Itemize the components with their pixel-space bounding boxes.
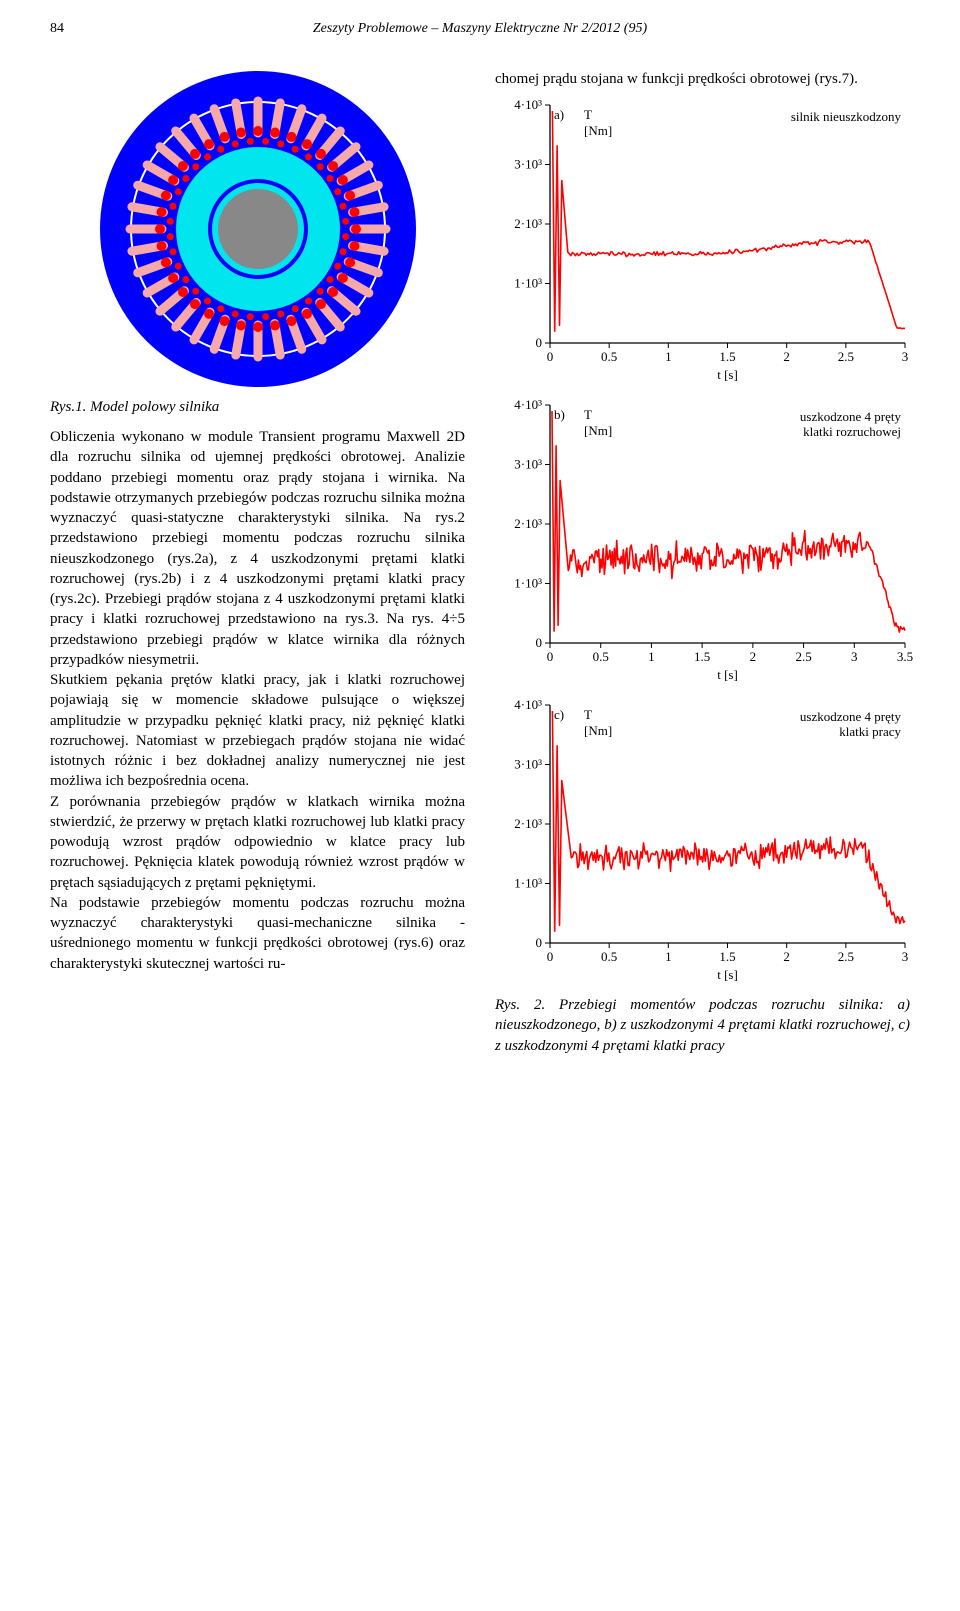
svg-text:4·10³: 4·10³ [514,97,542,112]
svg-text:0.5: 0.5 [601,949,617,964]
svg-text:c): c) [554,707,564,722]
svg-text:[Nm]: [Nm] [584,123,612,138]
svg-text:T: T [584,707,592,722]
svg-text:silnik nieuszkodzony: silnik nieuszkodzony [791,109,902,124]
svg-text:T: T [584,107,592,122]
svg-text:2: 2 [750,649,757,664]
svg-text:2·10³: 2·10³ [514,216,542,231]
right-intro-text: chomej prądu stojana w funkcji prędkości… [495,69,910,89]
two-column-layout: Rys.1. Model polowy silnika Obliczenia w… [50,69,910,1056]
svg-text:0.5: 0.5 [593,649,609,664]
left-column: Rys.1. Model polowy silnika Obliczenia w… [50,69,465,1056]
svg-text:0.5: 0.5 [601,349,617,364]
svg-text:0: 0 [547,949,554,964]
svg-text:1·10³: 1·10³ [514,576,542,591]
torque-chart-a: 0 0.5 1 1.5 2 2.5 3 0 1·10³ 2·10³ 3·10³ 4·10³ t [s] a… [495,95,910,385]
figure1-caption: Rys.1. Model polowy silnika [50,397,465,417]
svg-text:t [s]: t [s] [717,667,738,682]
svg-text:T: T [584,407,592,422]
paragraph: Obliczenia wykonano w module Transient p… [50,427,465,670]
svg-text:0: 0 [536,635,543,650]
page-number: 84 [50,20,90,39]
svg-text:3: 3 [902,949,909,964]
svg-text:3·10³: 3·10³ [514,457,542,472]
svg-text:2.5: 2.5 [838,349,854,364]
svg-text:3: 3 [902,349,909,364]
svg-text:2.5: 2.5 [795,649,811,664]
paragraph: Skutkiem pękania prętów klatki pracy, ja… [50,670,465,792]
svg-text:2.5: 2.5 [838,949,854,964]
svg-text:0: 0 [547,649,554,664]
svg-text:1.5: 1.5 [694,649,710,664]
svg-text:3·10³: 3·10³ [514,757,542,772]
svg-text:2: 2 [783,349,790,364]
torque-chart-c: 0 0.5 1 1.5 2 2.5 3 0 1·10³ 2·10³ 3·10³ 4·10³ t [s] c… [495,695,910,985]
svg-text:uszkodzone 4 pręty: uszkodzone 4 pręty [800,709,902,724]
svg-text:klatki pracy: klatki pracy [839,724,901,739]
page-header: 84 Zeszyty Problemowe – Maszyny Elektryc… [50,20,910,39]
torque-chart-b: 0 0.5 1 1.5 2 2.5 3 3.5 0 1·10³ 2·10³ 3·10³ 4·10³ t [… [495,395,910,685]
svg-text:1: 1 [648,649,655,664]
svg-text:1·10³: 1·10³ [514,276,542,291]
svg-text:klatki rozruchowej: klatki rozruchowej [803,424,901,439]
svg-text:b): b) [554,407,565,422]
svg-text:3: 3 [851,649,858,664]
svg-text:4·10³: 4·10³ [514,697,542,712]
svg-text:1.5: 1.5 [719,349,735,364]
paragraph: Na podstawie przebiegów momentu podczas … [50,893,465,974]
svg-text:1: 1 [665,949,672,964]
journal-title: Zeszyty Problemowe – Maszyny Elektryczne… [90,20,870,39]
svg-text:3·10³: 3·10³ [514,157,542,172]
svg-text:[Nm]: [Nm] [584,423,612,438]
svg-text:1.5: 1.5 [719,949,735,964]
svg-text:2·10³: 2·10³ [514,816,542,831]
svg-text:3.5: 3.5 [897,649,913,664]
svg-text:1·10³: 1·10³ [514,876,542,891]
motor-cross-section-figure [98,69,418,389]
svg-text:uszkodzone 4 pręty: uszkodzone 4 pręty [800,409,902,424]
svg-text:a): a) [554,107,564,122]
svg-text:0: 0 [547,349,554,364]
svg-text:0: 0 [536,935,543,950]
svg-text:4·10³: 4·10³ [514,397,542,412]
svg-text:[Nm]: [Nm] [584,723,612,738]
svg-text:2: 2 [783,949,790,964]
figure2-caption: Rys. 2. Przebiegi momentów podczas rozru… [495,995,910,1056]
paragraph: Z porównania przebiegów prądów w klatkac… [50,792,465,893]
svg-text:0: 0 [536,335,543,350]
svg-text:t [s]: t [s] [717,367,738,382]
svg-text:2·10³: 2·10³ [514,516,542,531]
right-column: chomej prądu stojana w funkcji prędkości… [495,69,910,1056]
left-body-text: Obliczenia wykonano w module Transient p… [50,427,465,974]
svg-text:t [s]: t [s] [717,967,738,982]
svg-text:1: 1 [665,349,672,364]
